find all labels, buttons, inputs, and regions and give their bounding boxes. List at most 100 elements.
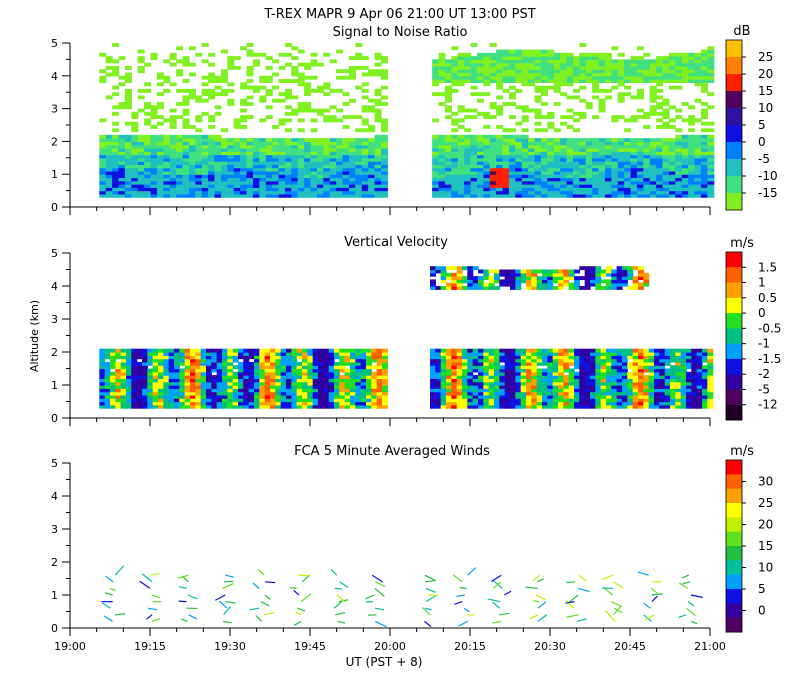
snr-cell [227, 147, 235, 152]
snr-cell [675, 157, 683, 162]
snr-cell [323, 180, 331, 185]
velocity-cell [547, 375, 554, 379]
snr-cell [553, 62, 561, 67]
snr-cell [470, 157, 478, 162]
velocity-cell [483, 365, 490, 370]
snr-cell [534, 72, 542, 77]
snr-cell [502, 170, 510, 175]
snr-cell [182, 62, 190, 67]
snr-cell [483, 111, 491, 116]
snr-cell [214, 138, 222, 142]
snr-cell [348, 98, 356, 103]
snr-cell [457, 82, 465, 87]
velocity-cell [536, 279, 543, 284]
snr-cell [611, 115, 619, 120]
velocity-cell [158, 388, 164, 393]
wind-barb [365, 594, 375, 600]
velocity-cell [558, 378, 564, 383]
wind-barb [605, 610, 616, 622]
snr-cell [131, 180, 139, 185]
snr-cell [662, 180, 670, 185]
snr-cell [662, 102, 670, 106]
snr-cell [630, 167, 638, 172]
velocity-cell [531, 361, 538, 366]
velocity-cell [446, 385, 452, 389]
velocity-cell [472, 398, 479, 403]
snr-cell [656, 82, 664, 87]
velocity-cell [200, 358, 207, 363]
snr-cell [483, 79, 491, 83]
velocity-cell [254, 352, 260, 356]
snr-cell [592, 65, 600, 70]
snr-cell [656, 180, 664, 185]
velocity-cell [158, 371, 164, 376]
snr-cell [502, 56, 510, 60]
velocity-cell [664, 368, 671, 373]
snr-cell [476, 187, 484, 192]
velocity-cell [664, 385, 671, 389]
snr-cell [118, 154, 126, 159]
velocity-cell [707, 375, 714, 379]
velocity-cell [184, 348, 191, 353]
velocity-cell [494, 365, 500, 370]
colorbar-label: -0.5 [758, 321, 781, 335]
snr-cell [668, 151, 676, 156]
snr-cell [451, 138, 459, 142]
snr-cell [470, 177, 478, 182]
velocity-cell [243, 388, 250, 393]
snr-cell [451, 128, 459, 133]
velocity-cell [312, 394, 319, 399]
velocity-cell [520, 398, 527, 403]
velocity-cell [648, 375, 655, 379]
snr-cell [630, 170, 638, 175]
snr-cell [547, 177, 555, 182]
colorbar-segment [726, 193, 742, 211]
snr-cell [540, 170, 548, 175]
snr-cell [304, 102, 312, 106]
snr-cell [176, 134, 184, 139]
velocity-cell [510, 378, 516, 383]
snr-cell [118, 75, 126, 80]
snr-cell [156, 72, 164, 77]
velocity-cell [632, 401, 639, 406]
snr-cell [233, 157, 241, 162]
snr-cell [278, 193, 286, 198]
snr-cell [457, 59, 465, 64]
snr-cell [112, 184, 120, 188]
velocity-cell [648, 348, 655, 353]
velocity-cell [638, 358, 644, 363]
velocity-cell [616, 368, 623, 373]
velocity-cell [643, 276, 650, 280]
velocity-cell [675, 394, 682, 399]
velocity-cell [446, 358, 452, 363]
wind-barb [532, 574, 541, 582]
snr-cell [188, 157, 196, 162]
velocity-cell [280, 368, 287, 373]
snr-cell [265, 164, 273, 169]
snr-cell [476, 151, 484, 156]
velocity-cell [238, 352, 244, 356]
snr-cell [534, 151, 542, 156]
velocity-cell [680, 378, 687, 383]
velocity-cell [259, 404, 266, 409]
snr-cell [297, 167, 305, 172]
velocity-cell [632, 381, 639, 386]
velocity-cell [462, 355, 468, 360]
snr-cell [220, 144, 228, 149]
velocity-cell [302, 365, 308, 370]
snr-cell [643, 161, 651, 165]
velocity-cell [696, 404, 703, 409]
velocity-cell [547, 279, 554, 284]
snr-cell [380, 180, 388, 185]
velocity-cell [707, 352, 714, 356]
y-tick-label: 3 [51, 103, 58, 116]
snr-cell [611, 184, 619, 188]
snr-cell [662, 174, 670, 179]
snr-cell [502, 62, 510, 67]
velocity-cell [382, 388, 388, 393]
velocity-cell [515, 381, 522, 386]
snr-cell [675, 174, 683, 179]
snr-cell [438, 134, 446, 139]
snr-cell [336, 88, 344, 93]
snr-cell [560, 69, 568, 74]
